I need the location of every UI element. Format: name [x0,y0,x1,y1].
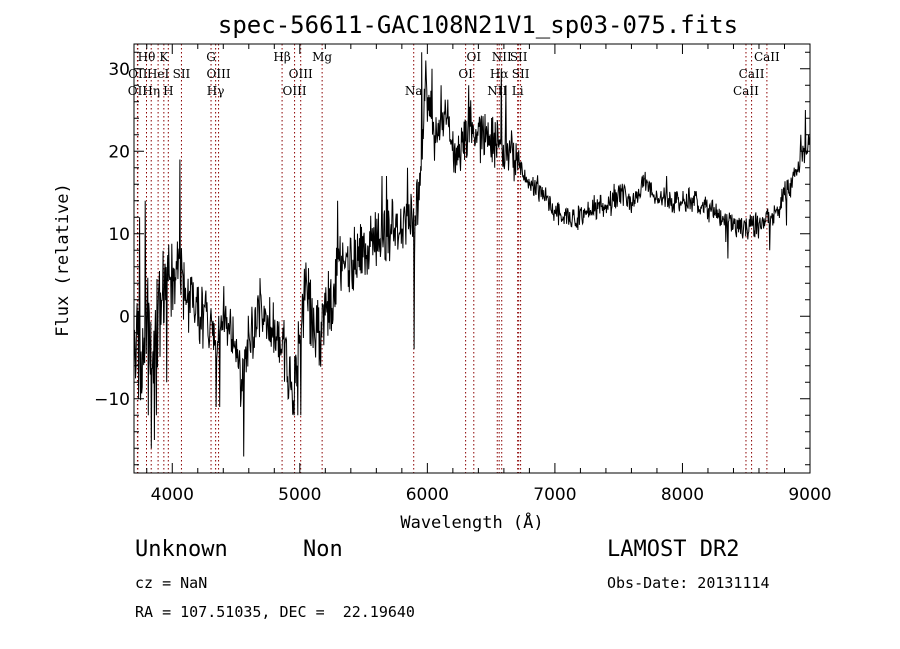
y-tick-label: 10 [108,225,130,245]
spectral-line-labels: HθOIIOIIHηHeIKSIIHGOIIIHγHβOIIIOIIIMgNaO… [128,50,780,98]
spectral-line-label: NII [487,84,507,98]
chart-title: spec-56611-GAC108N21V1_sp03-075.fits [218,11,738,39]
x-tick-label: 9000 [788,485,831,505]
object-subclass: Non [303,537,343,562]
spectral-line-label: SII [512,67,530,81]
spectral-line-label: OII [128,67,148,81]
spectral-line-label: Hη [142,84,160,98]
spectral-line-label: OI [466,50,481,64]
spectral-line-label: Hγ [207,84,225,98]
survey-name: LAMOST DR2 [607,537,740,562]
spectral-line-label: Na [405,84,423,98]
spectral-line-label: Hθ [138,50,156,64]
y-tick-label: 0 [119,307,130,327]
y-tick-label: 20 [108,142,130,162]
x-tick-label: 7000 [533,485,576,505]
spectral-line-label: SII [173,67,191,81]
x-axis-ticks: 4000 5000 6000 7000 8000 9000 [146,44,832,505]
spectral-line-label: Li [512,84,524,98]
y-axis-ticks: −10 0 10 20 30 [94,51,810,466]
spectral-line-label: OIII [207,67,231,81]
spectral-line-label: Hα [490,67,509,81]
spectral-line-label: NII [492,50,512,64]
y-axis-label: Flux (relative) [53,183,73,337]
spectral-line-label: Mg [312,50,332,64]
y-tick-label: 30 [108,60,130,80]
spectral-line-label: HeI [147,67,170,81]
spectral-line-label: G [206,50,216,64]
spectral-line-label: CaII [739,67,765,81]
x-tick-label: 6000 [406,485,449,505]
spectral-line-markers [136,44,768,473]
x-axis-label: Wavelength (Å) [400,511,543,533]
x-tick-label: 4000 [151,485,194,505]
x-tick-label: 5000 [278,485,321,505]
plot-frame [133,43,811,474]
spectral-line-label: OIII [283,84,307,98]
object-class: Unknown [135,537,228,562]
spectral-line-label: H [163,84,173,98]
redshift-cz: cz = NaN [135,574,208,592]
spectral-line-label: CaII [754,50,780,64]
spectral-line-label: CaII [733,84,759,98]
spectral-line-label: SII [510,50,528,64]
coordinates: RA = 107.51035, DEC = 22.19640 [135,603,415,621]
spectral-line-label: K [159,50,169,64]
x-tick-label: 8000 [661,485,704,505]
spectral-line-label: OI [458,67,473,81]
spectral-line-label: OIII [289,67,313,81]
y-tick-label: −10 [94,390,130,410]
spectral-line-label: Hβ [273,50,290,64]
spectral-line-label: OII [128,84,148,98]
observation-date: Obs-Date: 20131114 [607,574,770,592]
spectrum-line [133,52,811,457]
